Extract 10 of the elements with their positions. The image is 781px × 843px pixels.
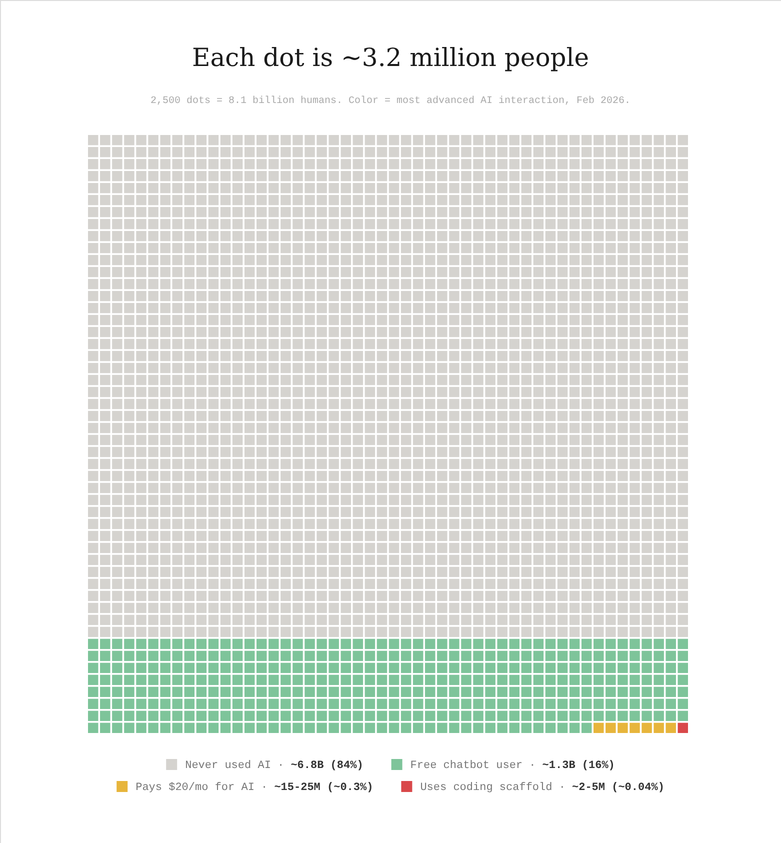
data-label: ~6.8B (84%)	[290, 760, 364, 772]
category-label: Uses coding scaffold ·	[420, 782, 566, 794]
text: 2,500 dots = 8.1 billion humans. Color = most advanced AI interaction, Feb 2026.	[150, 95, 631, 107]
data-label: ~15-25M (~0.3%)	[274, 782, 374, 794]
category-label: Free chatbot user ·	[410, 760, 536, 772]
text: Each dot is ~3.2 million people	[192, 43, 590, 72]
category-label: Pays $20/mo for AI ·	[136, 782, 268, 794]
data-label: ~2-5M (~0.04%)	[572, 782, 664, 794]
data-label: ~1.3B (16%)	[542, 760, 615, 772]
category-label: Never used AI ·	[185, 760, 284, 772]
